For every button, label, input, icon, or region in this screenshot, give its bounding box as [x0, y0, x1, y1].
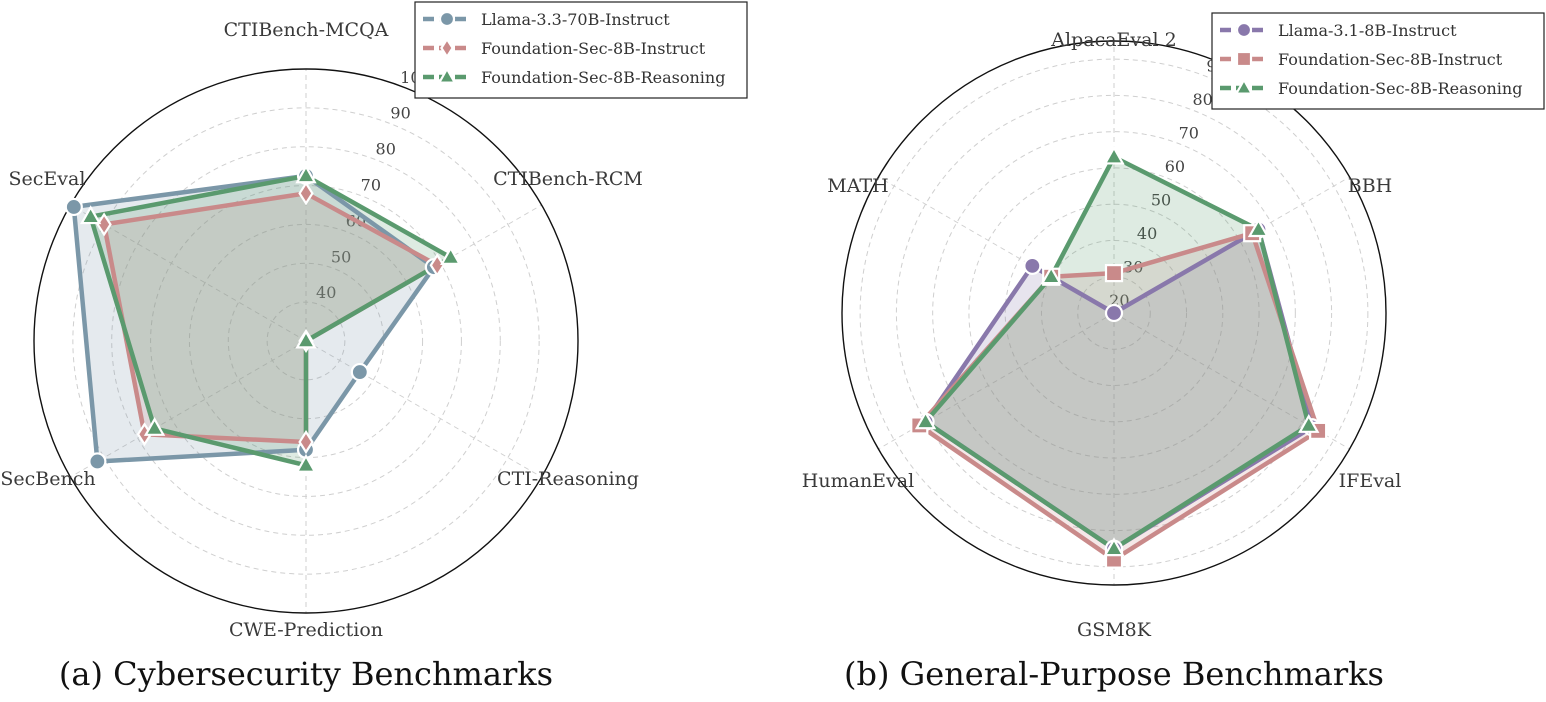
- grid-circle: [895, 94, 1333, 532]
- legend-label-foundation-sec-8b-reasoning: Foundation-Sec-8B-Reasoning: [1278, 79, 1522, 98]
- outer-circle: [33, 68, 579, 614]
- tick-label: 40: [1137, 224, 1157, 243]
- legend-box: [414, 1, 748, 99]
- grid-circle: [1040, 239, 1188, 387]
- data-point-foundation-sec-8b-instruct-ctibench-rcm: [429, 253, 445, 278]
- axis-label-cti-reasoning: CTI-Reasoning: [497, 468, 639, 490]
- tick-label: 70: [1179, 124, 1199, 143]
- legend-marker-foundation-sec-8b-instruct: [440, 37, 454, 59]
- legend-label-llama-3-3-70b-instruct: Llama-3.3-70B-Instruct: [481, 10, 670, 29]
- data-point-foundation-sec-8b-reasoning-secbench: [143, 416, 166, 436]
- data-point-llama-3-1-8b-instruct-alpacaeval-2: [1104, 303, 1124, 323]
- axis-spoke: [305, 340, 542, 478]
- axis-label-seceval: SecEval: [9, 168, 86, 190]
- cybersecurity-radar-chart: 405060708090100CTIBench-MCQACTIBench-RCM…: [0, 1, 748, 693]
- data-point-foundation-sec-8b-reasoning-bbh: [1247, 218, 1270, 238]
- data-point-llama-3-1-8b-instruct-math: [1023, 256, 1042, 275]
- grid-circle: [1004, 203, 1224, 423]
- axis-label-ctibench-rcm: CTIBench-RCM: [493, 168, 643, 190]
- general-purpose-radar-chart: 2030405060708090AlpacaEval 2BBHIFEvalGSM…: [802, 12, 1545, 693]
- axis-label-secbench: SecBench: [0, 468, 95, 490]
- legend-marker-foundation-sec-8b-reasoning: [437, 66, 457, 84]
- data-point-foundation-sec-8b-reasoning-ctibench-rcm: [440, 246, 462, 265]
- data-point-foundation-sec-8b-instruct-alpacaeval-2: [1104, 264, 1124, 283]
- data-point-foundation-sec-8b-reasoning-humaneval: [914, 410, 937, 430]
- series-area-foundation-sec-8b-reasoning: [90, 175, 451, 466]
- axis-label-humaneval: HumanEval: [802, 470, 914, 492]
- data-point-foundation-sec-8b-reasoning-gsm8k: [1103, 537, 1125, 557]
- legend-label-llama-3-1-8b-instruct: Llama-3.1-8B-Instruct: [1278, 21, 1457, 40]
- legend: Llama-3.3-70B-Instruct Foundation-Sec-8B-…: [414, 1, 748, 99]
- tick-label: 90: [390, 104, 410, 123]
- data-point-foundation-sec-8b-reasoning-cwe-prediction: [295, 453, 317, 473]
- chart-caption: (b) General-Purpose Benchmarks: [844, 655, 1384, 693]
- tick-label: 70: [361, 175, 381, 194]
- axis-label-cwe-prediction: CWE-Prediction: [229, 619, 383, 641]
- axis-label-math: MATH: [827, 175, 888, 197]
- legend-marker-llama-3-3-70b-instruct: [438, 10, 456, 28]
- legend-label-foundation-sec-8b-instruct: Foundation-Sec-8B-Instruct: [481, 39, 706, 58]
- axis-label-bbh: BBH: [1348, 175, 1393, 197]
- tick-label: 40: [316, 283, 336, 302]
- axis-label-gsm8k: GSM8K: [1077, 619, 1152, 641]
- legend-marker-llama-3-1-8b-instruct: [1235, 21, 1253, 39]
- outer-circle: [841, 40, 1387, 586]
- grid-circle: [111, 146, 501, 536]
- axis-label-alpacaeval-2: AlpacaEval 2: [1050, 29, 1176, 51]
- data-point-foundation-sec-8b-reasoning-ifeval: [1298, 413, 1320, 433]
- data-point-llama-3-3-70b-instruct-cti-reasoning: [350, 362, 369, 382]
- chart-caption: (a) Cybersecurity Benchmarks: [59, 655, 553, 693]
- data-point-foundation-sec-8b-reasoning-cti-reasoning: [295, 329, 317, 349]
- tick-label: 60: [1165, 157, 1185, 176]
- data-point-foundation-sec-8b-reasoning-math: [1040, 265, 1062, 285]
- grid-circle: [72, 107, 540, 575]
- data-point-foundation-sec-8b-instruct-ctibench-mcqa: [298, 181, 314, 206]
- data-point-llama-3-3-70b-instruct-seceval: [64, 197, 83, 217]
- axis-spoke: [70, 340, 307, 478]
- legend-marker-foundation-sec-8b-instruct: [1235, 50, 1253, 68]
- data-point-foundation-sec-8b-reasoning-alpacaeval-2: [1103, 145, 1125, 165]
- legend-marker-foundation-sec-8b-reasoning: [1234, 77, 1254, 95]
- series-area-foundation-sec-8b-instruct: [104, 193, 438, 442]
- data-point-foundation-sec-8b-instruct-seceval: [96, 212, 112, 237]
- data-point-foundation-sec-8b-reasoning-seceval: [79, 205, 102, 225]
- tick-label: 80: [1192, 90, 1212, 109]
- axis-label-ifeval: IFEval: [1339, 470, 1402, 492]
- data-point-llama-3-3-70b-instruct-secbench: [88, 452, 107, 471]
- legend-box: [1211, 12, 1545, 110]
- series-area-llama-3-3-70b-instruct: [73, 175, 434, 462]
- legend-label-foundation-sec-8b-reasoning: Foundation-Sec-8B-Reasoning: [481, 68, 725, 87]
- grid-circle: [932, 131, 1296, 495]
- tick-label: 50: [1151, 191, 1171, 210]
- data-point-foundation-sec-8b-reasoning-ctibench-mcqa: [295, 164, 317, 184]
- data-point-foundation-sec-8b-instruct-cwe-prediction: [298, 429, 314, 455]
- axis-label-ctibench-mcqa: CTIBench-MCQA: [224, 19, 389, 41]
- legend: Llama-3.1-8B-Instruct Foundation-Sec-8B-I…: [1211, 12, 1545, 110]
- tick-label: 50: [331, 247, 351, 266]
- tick-label: 80: [376, 140, 396, 159]
- legend-label-foundation-sec-8b-instruct: Foundation-Sec-8B-Instruct: [1278, 50, 1503, 69]
